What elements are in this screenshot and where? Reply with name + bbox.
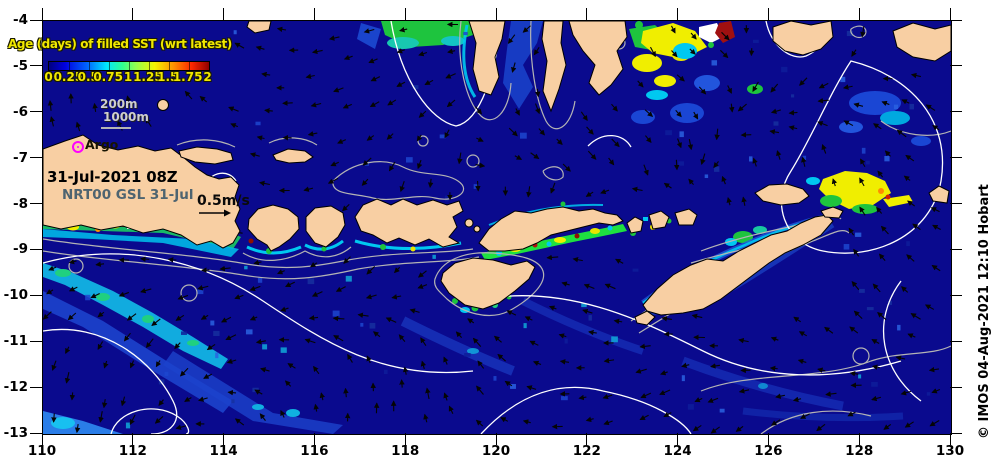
argo-label: Argo <box>85 137 119 152</box>
lon-bottom-tick <box>41 433 43 445</box>
colorbar-internal-tick <box>89 62 90 70</box>
lat-left-tick <box>30 111 42 113</box>
lat-tick-label: -13 <box>3 425 28 441</box>
colorbar-tick-label: 0.75 <box>93 70 123 84</box>
lon-tick-label: 112 <box>118 443 147 459</box>
lat-left-tick <box>30 157 42 159</box>
lon-tick-label: 130 <box>935 443 965 459</box>
lon-top-tick <box>223 8 225 20</box>
lon-top-tick <box>677 8 679 20</box>
colorbar-tick-label: 1 <box>123 70 133 84</box>
lat-right-tick <box>950 432 962 434</box>
vector-scale-label: 0.5m/s <box>197 193 250 209</box>
lon-tick-label: 126 <box>754 443 783 459</box>
lat-left-tick <box>30 432 42 434</box>
lon-top-tick <box>404 8 406 20</box>
land-masses <box>43 21 951 326</box>
colorbar-tick-label: 0 <box>44 70 53 84</box>
model-run-label: NRT00 GSL 31-Jul <box>62 187 194 203</box>
colorbar-tick-label: 1.75 <box>172 70 203 84</box>
lat-right-tick <box>950 294 962 296</box>
lon-top-tick <box>767 8 769 20</box>
lat-left-tick <box>30 340 42 342</box>
colorbar-internal-tick <box>109 62 110 70</box>
colorbar-internal-tick <box>189 62 190 70</box>
argo-float-marker-dot <box>77 146 79 148</box>
lon-bottom-tick <box>858 433 860 445</box>
colorbar-tick-label: 0.5 <box>77 70 99 84</box>
map-plot-area <box>42 20 952 435</box>
colorbar-tick-label: 0.25 <box>53 70 84 84</box>
lon-top-tick <box>858 8 860 20</box>
lon-top-tick <box>132 8 134 20</box>
lat-right-tick <box>950 157 962 159</box>
lon-top-tick <box>586 8 588 20</box>
depth-200m-label: 200m <box>100 97 138 111</box>
lat-right-tick <box>950 19 962 21</box>
colorbar-internal-tick <box>69 62 70 70</box>
lon-tick-label: 120 <box>481 443 511 459</box>
lat-left-tick <box>30 248 42 250</box>
lon-bottom-tick <box>949 433 951 445</box>
lat-tick-label: -9 <box>13 241 28 258</box>
lon-bottom-tick <box>223 433 225 445</box>
lat-tick-label: -8 <box>13 195 28 212</box>
lat-left-tick <box>30 19 42 21</box>
lon-bottom-tick <box>313 433 315 445</box>
lat-right-tick <box>950 203 962 205</box>
lon-top-tick <box>41 8 43 20</box>
colorbar-internal-tick <box>149 62 150 70</box>
lon-bottom-tick <box>404 433 406 445</box>
lon-tick-label: 122 <box>572 443 601 459</box>
lat-tick-label: -12 <box>3 379 28 396</box>
lon-tick-label: 118 <box>391 443 420 459</box>
lon-tick-label: 114 <box>209 443 238 459</box>
depth-1000m-label: 1000m <box>103 110 149 124</box>
lat-left-tick <box>30 65 42 67</box>
colorbar <box>48 61 210 71</box>
lat-right-tick <box>950 65 962 67</box>
lon-tick-label: 128 <box>845 443 874 459</box>
lat-tick-label: -11 <box>3 333 28 350</box>
current-vector-arrows <box>43 21 941 434</box>
lat-tick-label: -4 <box>13 12 28 28</box>
credit-text: © IMOS 04-Aug-2021 12:10 Hobart <box>977 184 991 439</box>
lat-tick-label: -10 <box>3 287 28 304</box>
lon-tick-label: 124 <box>663 443 692 459</box>
lon-bottom-tick <box>677 433 679 445</box>
lat-right-tick <box>950 111 962 113</box>
lat-tick-label: -7 <box>13 149 28 166</box>
timestamp-label: 31-Jul-2021 08Z <box>47 168 178 186</box>
colorbar-tick-label: 2 <box>203 70 212 84</box>
lon-bottom-tick <box>767 433 769 445</box>
lat-right-tick <box>950 386 962 388</box>
colorbar-internal-tick <box>169 62 170 70</box>
map-canvas <box>43 21 951 434</box>
lat-tick-label: -6 <box>13 103 28 120</box>
lon-bottom-tick <box>132 433 134 445</box>
lon-top-tick <box>949 8 951 20</box>
lat-tick-label: -5 <box>13 57 28 74</box>
lat-left-tick <box>30 203 42 205</box>
vector-scale-arrow <box>199 209 231 217</box>
argo-float-marker <box>72 141 84 153</box>
lon-tick-label: 116 <box>300 443 329 459</box>
plot-title: Age (days) of filled SST (wrt latest) <box>8 37 232 51</box>
lon-bottom-tick <box>586 433 588 445</box>
lon-top-tick <box>495 8 497 20</box>
sst-age-patches <box>43 21 931 434</box>
colorbar-tick-label: 1.5 <box>157 70 179 84</box>
colorbar-internal-tick <box>129 62 130 70</box>
lon-tick-label: 110 <box>27 443 57 459</box>
lat-left-tick <box>30 294 42 296</box>
lon-top-tick <box>313 8 315 20</box>
lat-right-tick <box>950 248 962 250</box>
colorbar-tick-label: 1.25 <box>133 70 163 84</box>
depth-contour-line-sample <box>101 127 131 129</box>
lat-left-tick <box>30 386 42 388</box>
lon-bottom-tick <box>495 433 497 445</box>
lat-right-tick <box>950 340 962 342</box>
